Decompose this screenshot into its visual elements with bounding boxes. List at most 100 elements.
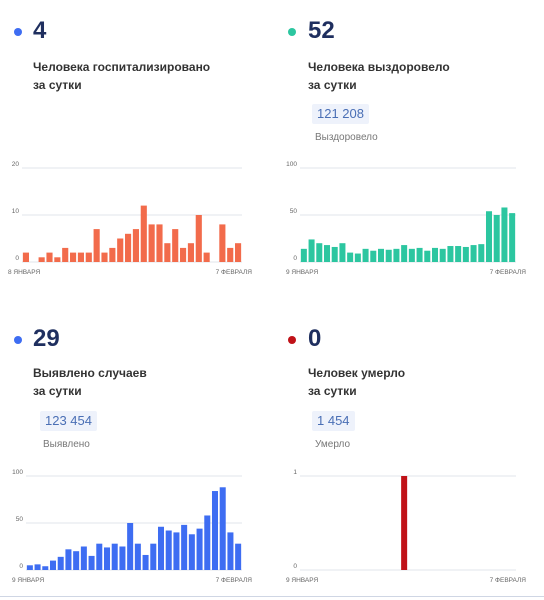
bar — [62, 247, 69, 262]
hospitalized-description: Человека госпитализировано за сутки — [33, 58, 210, 94]
bar — [227, 247, 234, 262]
bottom-divider — [0, 596, 544, 597]
bar — [385, 249, 392, 262]
cases-total: 123 454 — [40, 411, 97, 431]
bar — [96, 543, 103, 570]
recovered-period: за сутки — [308, 78, 357, 92]
bar — [509, 213, 516, 262]
bar — [347, 252, 354, 262]
bar — [431, 247, 439, 262]
bar — [316, 243, 323, 262]
recovered-chart: 100 50 0 9 ЯНВАРЯ 7 ФЕВРАЛЯ — [286, 161, 527, 276]
cases-label: Выявлено случаев — [33, 366, 147, 380]
bar — [156, 224, 163, 262]
bar — [195, 215, 202, 262]
bar — [393, 248, 400, 262]
bar — [362, 248, 369, 262]
bar — [455, 246, 462, 262]
bar — [377, 248, 385, 262]
bar — [73, 551, 80, 570]
x-end-label: 7 ФЕВРАЛЯ — [490, 269, 527, 276]
bar — [140, 205, 147, 262]
bar — [80, 546, 87, 570]
bar — [77, 252, 84, 262]
x-start-label: 9 ЯНВАРЯ — [286, 269, 318, 276]
bar — [46, 252, 53, 262]
bar — [165, 530, 172, 570]
bar — [150, 543, 157, 570]
bar — [65, 549, 72, 570]
x-start-label: 9 ЯНВАРЯ — [286, 577, 318, 584]
bar — [180, 247, 187, 262]
bar — [204, 515, 211, 570]
bar — [188, 534, 195, 570]
bar — [370, 250, 377, 262]
bar — [462, 246, 469, 262]
bar — [117, 238, 124, 262]
recovered-dot-icon — [288, 28, 296, 36]
hospitalized-chart: 20 10 0 8 ЯНВАРЯ 7 ФЕВРАЛЯ — [8, 161, 253, 276]
bar — [181, 524, 188, 570]
deaths-total: 1 454 — [312, 411, 355, 431]
bar — [331, 246, 338, 262]
bar — [187, 243, 194, 262]
recovered-panel: 52 Человека выздоровело за сутки 121 208… — [272, 0, 544, 300]
bar — [172, 229, 179, 262]
bar — [339, 243, 346, 262]
bar — [501, 207, 508, 262]
bar — [235, 243, 242, 262]
x-end-label: 7 ФЕВРАЛЯ — [216, 269, 253, 276]
bar — [70, 252, 77, 262]
y-tick-label: 0 — [15, 255, 19, 262]
bar — [54, 257, 61, 262]
y-tick-label: 10 — [12, 208, 20, 215]
bar — [134, 543, 141, 570]
bar — [127, 523, 134, 570]
y-tick-label: 0 — [293, 255, 297, 262]
deaths-period: за сутки — [308, 384, 357, 398]
deaths-count: 0 — [308, 325, 322, 352]
x-end-label: 7 ФЕВРАЛЯ — [216, 577, 253, 584]
hospitalized-dot-icon — [14, 28, 22, 36]
bar — [416, 247, 423, 262]
bar — [478, 244, 485, 262]
bar — [101, 252, 108, 262]
deaths-dot-icon — [288, 336, 296, 344]
deaths-description: Человек умерло за сутки — [308, 364, 405, 400]
cases-chart: 100 50 0 9 ЯНВАРЯ 7 ФЕВРАЛЯ — [12, 469, 253, 584]
bar — [142, 554, 149, 570]
bar — [119, 546, 126, 570]
y-tick-label: 50 — [16, 516, 24, 523]
bar — [103, 547, 111, 570]
bar — [485, 211, 493, 262]
recovered-label: Человека выздоровело — [308, 60, 450, 74]
bar — [38, 257, 45, 262]
bar — [408, 248, 415, 262]
cases-total-label: Выявлено — [43, 439, 90, 450]
bar — [493, 215, 500, 262]
bar — [42, 566, 49, 570]
recovered-total-label: Выздоровело — [315, 132, 378, 143]
recovered-description: Человека выздоровело за сутки — [308, 58, 450, 94]
deaths-chart: 1 0 9 ЯНВАРЯ 7 ФЕВРАЛЯ — [286, 469, 526, 584]
y-tick-label: 100 — [286, 161, 297, 168]
y-tick-label: 20 — [12, 161, 20, 168]
bar — [196, 528, 203, 570]
hospitalized-count: 4 — [33, 17, 47, 44]
bar — [219, 224, 226, 262]
deaths-label: Человек умерло — [308, 366, 406, 380]
bar — [401, 476, 408, 570]
cases-panel: 29 Выявлено случаев за сутки 123 454 Выя… — [0, 300, 272, 600]
y-tick-label: 1 — [293, 469, 297, 476]
y-tick-label: 50 — [290, 208, 298, 215]
y-tick-label: 0 — [19, 563, 23, 570]
y-tick-label: 100 — [12, 469, 23, 476]
bar — [401, 245, 408, 262]
bar — [26, 565, 33, 570]
deaths-total-label: Умерло — [315, 439, 351, 450]
recovered-count: 52 — [308, 17, 335, 44]
x-start-label: 9 ЯНВАРЯ — [12, 577, 44, 584]
bar — [300, 248, 307, 262]
y-tick-label: 0 — [293, 563, 297, 570]
cases-period: за сутки — [33, 384, 82, 398]
